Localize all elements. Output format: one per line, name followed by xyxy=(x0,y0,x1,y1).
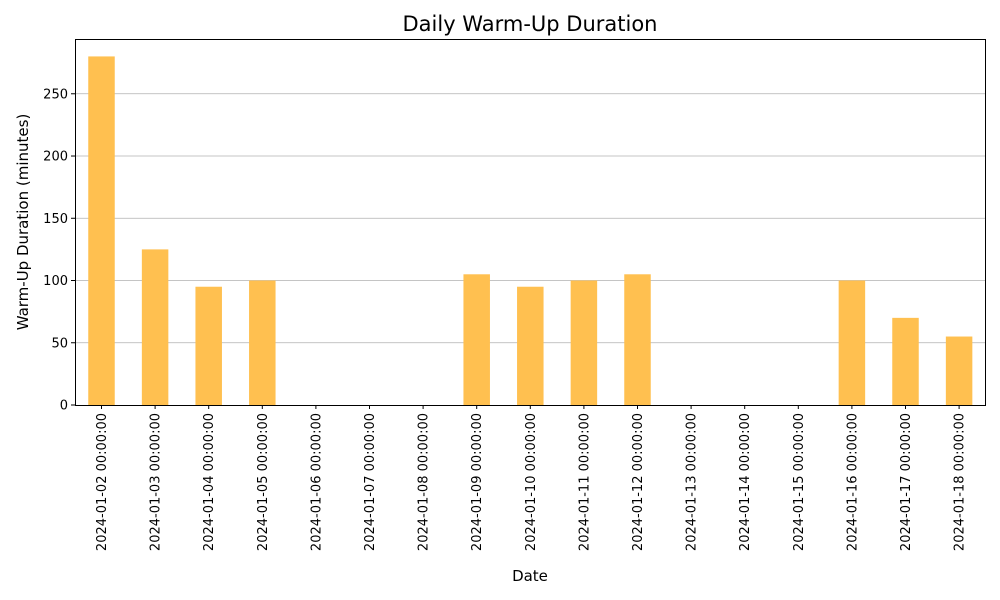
x-tick-label: 2024-01-10 00:00:00 xyxy=(524,413,539,551)
bar xyxy=(570,280,598,405)
bar xyxy=(838,280,866,405)
bar xyxy=(249,280,276,405)
x-tick-label: 2024-01-17 00:00:00 xyxy=(899,413,914,551)
x-tick-label: 2024-01-13 00:00:00 xyxy=(685,413,700,551)
bar xyxy=(624,274,651,405)
x-tick-label: 2024-01-04 00:00:00 xyxy=(202,413,217,551)
x-tick-label: 2024-01-15 00:00:00 xyxy=(792,413,807,551)
x-tick-label: 2024-01-11 00:00:00 xyxy=(577,413,592,551)
y-tick-label: 200 xyxy=(43,150,68,165)
x-tick-label: 2024-01-09 00:00:00 xyxy=(470,413,485,551)
y-tick-label: 100 xyxy=(43,274,68,289)
bar xyxy=(892,317,919,405)
y-tick-label: 150 xyxy=(43,212,68,227)
x-tick-label: 2024-01-03 00:00:00 xyxy=(149,413,164,551)
grid-lines xyxy=(75,93,985,344)
bar xyxy=(88,56,115,406)
x-tick-label: 2024-01-07 00:00:00 xyxy=(363,413,378,551)
y-axis-label: Warm-Up Duration (minutes) xyxy=(14,114,32,331)
x-tick-label: 2024-01-14 00:00:00 xyxy=(738,413,753,551)
y-tick-label: 250 xyxy=(43,87,68,102)
x-tick-label: 2024-01-05 00:00:00 xyxy=(256,413,271,551)
bar xyxy=(517,286,544,405)
bar xyxy=(463,274,490,405)
x-tick-label: 2024-01-08 00:00:00 xyxy=(417,413,432,551)
y-tick-label: 50 xyxy=(51,336,68,351)
x-tick-label: 2024-01-12 00:00:00 xyxy=(631,413,646,551)
x-tick-label: 2024-01-18 00:00:00 xyxy=(953,413,968,551)
x-tick-label: 2024-01-02 00:00:00 xyxy=(95,413,110,551)
bar xyxy=(945,336,973,405)
bars xyxy=(88,56,973,406)
x-axis-ticks: 2024-01-02 00:00:00 2024-01-03 00:00:00 20… xyxy=(95,405,968,551)
bar xyxy=(195,286,222,405)
chart-title: Daily Warm-Up Duration xyxy=(403,12,658,36)
bar xyxy=(141,249,169,405)
x-axis-label: Date xyxy=(512,567,548,585)
y-tick-label: 0 xyxy=(60,399,68,414)
y-axis-ticks: 0 50 100 150 200 250 xyxy=(43,87,75,414)
x-tick-label: 2024-01-16 00:00:00 xyxy=(845,413,860,551)
x-tick-label: 2024-01-06 00:00:00 xyxy=(309,413,324,551)
